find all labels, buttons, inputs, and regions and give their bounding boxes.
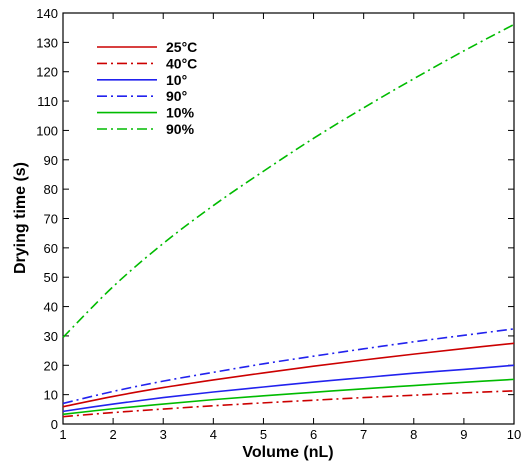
x-tick-label: 9 (460, 427, 467, 442)
x-tick-label: 2 (109, 427, 116, 442)
x-tick-label: 5 (260, 427, 267, 442)
x-tick-label: 3 (160, 427, 167, 442)
y-tick-label: 80 (44, 182, 58, 197)
x-tick-label: 4 (210, 427, 217, 442)
axis-ticks: 1 2 3 4 5 6 7 8 9 1001020304050607080901001101201… (36, 6, 521, 442)
series-line-0 (62, 342, 515, 408)
y-tick-label: 30 (44, 329, 58, 344)
x-tick-label: 10 (507, 427, 521, 442)
y-tick-label: 120 (36, 65, 58, 80)
plot-frame (62, 12, 515, 425)
legend-label-3: 90° (166, 88, 187, 104)
y-tick-label: 100 (36, 123, 58, 138)
y-axis-title: Drying time (s) (12, 162, 29, 274)
legend-label-2: 10° (166, 72, 187, 88)
series-line-2 (62, 364, 515, 413)
series-line-3 (62, 328, 515, 405)
y-tick-label: 140 (36, 6, 58, 21)
legend-label-5: 90% (166, 121, 195, 137)
y-tick-label: 40 (44, 300, 58, 315)
y-tick-label: 130 (36, 35, 58, 50)
legend-label-0: 25°C (166, 39, 197, 55)
legend: 25°C40°C10°90°10%90% (97, 39, 197, 137)
x-tick-label: 8 (410, 427, 417, 442)
series-line-1 (62, 390, 515, 418)
y-tick-label: 0 (51, 417, 58, 432)
y-tick-label: 90 (44, 153, 58, 168)
x-tick-label: 6 (310, 427, 317, 442)
series-lines (62, 23, 515, 418)
x-axis-title: Volume (nL) (242, 444, 333, 461)
x-tick-label: 1 (59, 427, 66, 442)
y-tick-label: 60 (44, 241, 58, 256)
legend-label-1: 40°C (166, 55, 197, 71)
y-tick-label: 10 (44, 388, 58, 403)
y-tick-label: 50 (44, 270, 58, 285)
y-tick-label: 70 (44, 212, 58, 227)
x-tick-label: 7 (360, 427, 367, 442)
y-tick-label: 110 (37, 94, 58, 109)
series-line-4 (62, 378, 515, 416)
series-line-5 (62, 23, 515, 338)
legend-label-4: 10% (166, 105, 195, 121)
y-tick-label: 20 (44, 358, 58, 373)
